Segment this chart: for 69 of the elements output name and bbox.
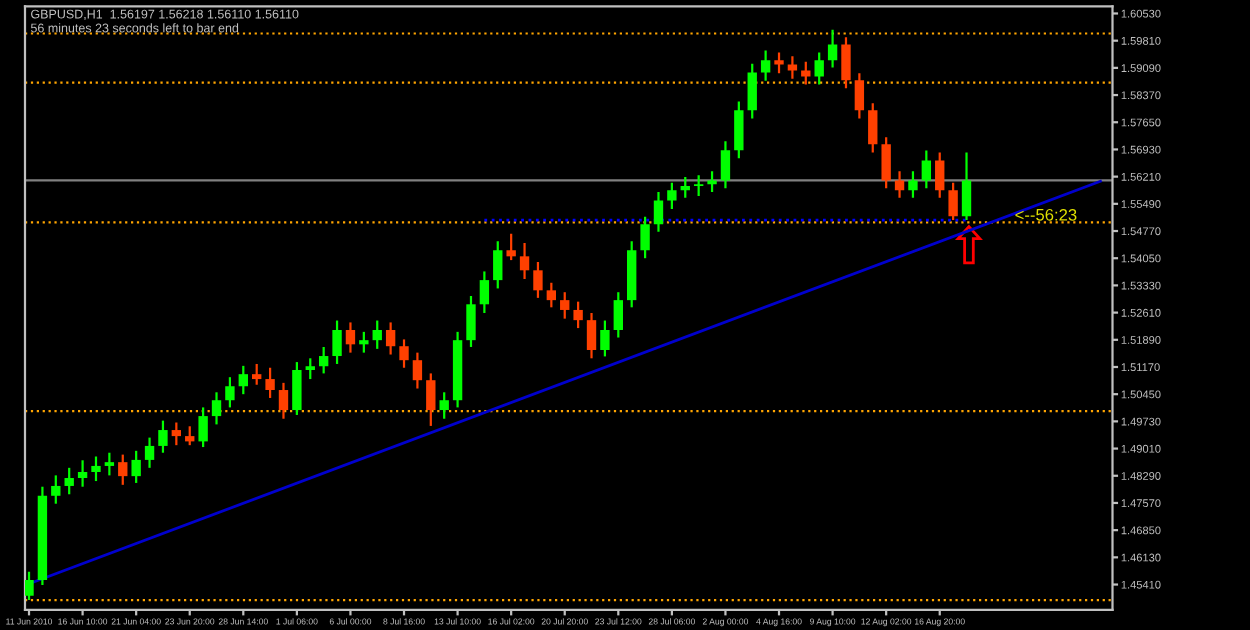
candlestick (385, 321, 396, 356)
candlestick (814, 51, 824, 86)
candlestick (573, 300, 583, 330)
candlestick (747, 62, 757, 120)
candlestick (560, 291, 570, 320)
candlestick (760, 49, 771, 82)
candlestick (613, 291, 623, 339)
candlestick (399, 338, 409, 369)
candlestick (868, 102, 878, 154)
candlestick (546, 281, 557, 309)
candlestick (921, 149, 932, 190)
candlestick (493, 240, 503, 290)
candlestick (854, 72, 865, 120)
candlestick (185, 425, 195, 447)
candlestick (91, 455, 101, 483)
candlestick (332, 319, 342, 366)
candlestick (225, 376, 235, 409)
candlestick (533, 260, 543, 299)
candlestick (77, 459, 88, 488)
candlestick (600, 319, 610, 358)
candlestick (372, 319, 382, 350)
candlestick (412, 351, 423, 390)
candlestick (479, 270, 490, 315)
candlestick (305, 357, 315, 381)
candlestick (158, 419, 168, 454)
candlestick (278, 381, 289, 420)
candlestick (345, 321, 356, 354)
candlestick (827, 28, 838, 69)
candlestick (640, 215, 650, 260)
annotation: <--56:23 (1015, 208, 1077, 221)
candlestick (894, 170, 905, 199)
candlestick (292, 360, 302, 417)
candlestick (841, 36, 851, 90)
candlestick (935, 151, 945, 199)
candlestick (961, 151, 972, 222)
candlestick (693, 174, 704, 198)
candlestick (238, 364, 248, 396)
candlestick (948, 181, 958, 222)
candlestick (707, 170, 717, 194)
candlestick (252, 362, 262, 386)
candlestick (801, 60, 811, 86)
candlestick (734, 100, 744, 160)
candlestick (720, 140, 731, 190)
candlestick (586, 311, 597, 360)
candlestick (908, 170, 918, 199)
candlestick (25, 570, 34, 602)
candlestick (466, 294, 476, 349)
candlestick (506, 232, 516, 262)
candlestick (667, 181, 677, 211)
candlestick (426, 372, 436, 428)
candlestick (881, 136, 891, 190)
candlestick (104, 451, 115, 477)
candlestick (118, 453, 128, 486)
candlestick (265, 366, 275, 400)
candlestick (211, 391, 222, 426)
candlestick (131, 449, 141, 485)
candlestick (787, 55, 798, 80)
candlestick (171, 421, 182, 447)
candlestick (144, 436, 155, 469)
candlestick (439, 391, 449, 420)
candlestick (64, 466, 74, 496)
candlestick (359, 330, 369, 354)
candlestick (653, 191, 664, 233)
candlestick (680, 175, 690, 199)
candlestick (774, 51, 784, 75)
candlestick (318, 345, 329, 375)
candlestick (519, 242, 530, 281)
candlestick (198, 406, 208, 449)
candlestick (51, 474, 61, 505)
